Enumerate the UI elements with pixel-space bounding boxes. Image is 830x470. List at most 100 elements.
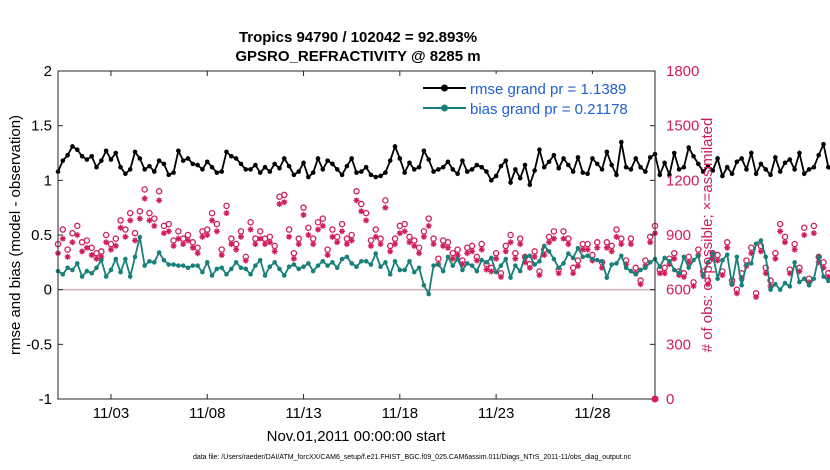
bias-point [638,267,643,273]
assimilated-obs-point [79,248,86,255]
possible-obs-point [781,233,789,241]
assimilated-obs-point [209,217,216,224]
x-tick-label: 11/18 [382,405,418,422]
bias-point [667,258,672,264]
rmse-point [301,160,306,166]
rmse-point [113,150,119,156]
rmse-point [532,168,537,173]
rmse-point [229,153,234,159]
bias-point [797,279,802,285]
bias-point [209,273,215,278]
y-left-tick-label: 1 [44,172,52,189]
possible-obs-point [723,239,731,246]
bias-point [60,272,66,277]
rmse-point [291,172,297,178]
possible-obs-point [353,188,360,195]
assimilated-obs-point [165,228,172,235]
rmse-point [185,156,191,161]
rmse-point [753,171,759,177]
assimilated-obs-point [310,241,317,248]
assimilated-obs-point [305,232,312,238]
bias-point [156,250,162,255]
data-file-footnote: data file: /Users/raeder/DAI/ATM_forcXX/… [193,454,632,461]
rmse-point [286,163,292,169]
assimilated-obs-point [599,264,606,271]
assimilated-obs-point [136,215,143,222]
rmse-point [792,167,797,172]
rmse-point [373,174,379,180]
x-tick-label: 11/03 [93,405,129,422]
bias-point [315,263,321,268]
assimilated-obs-point [295,241,302,248]
rmse-point [628,167,634,172]
bias-point [301,264,306,270]
bias-point [517,268,523,274]
bias-point [200,269,205,275]
possible-obs-point [126,209,134,217]
assimilated-obs-point [324,252,331,259]
rmse-point [816,152,821,158]
bias-point [464,261,470,266]
assimilated-obs-point [382,204,389,211]
rmse-point [715,156,720,161]
rmse-point [662,160,667,166]
rmse-point [123,171,128,177]
assimilated-obs-point [584,246,591,253]
bias-point [469,263,475,268]
rmse-point [315,156,321,161]
rmse-point [493,173,499,179]
rmse-point [330,161,335,167]
rmse-point [344,163,350,169]
assimilated-obs-point [377,241,384,248]
rmse-point [407,160,412,166]
assimilated-obs-point [247,226,254,233]
bias-point [363,258,369,264]
bias-point [349,261,354,266]
bias-point [566,251,571,256]
y-right-tick-label: 300 [666,336,691,353]
bias-point [479,257,484,263]
rmse-point [65,152,70,158]
possible-obs-point [136,208,144,215]
rmse-point [224,149,229,155]
possible-obs-point [810,222,818,230]
assimilated-obs-point [671,255,678,262]
rmse-point [200,167,205,172]
assimilated-obs-point [608,248,615,255]
bias-point [190,263,196,268]
rmse-point [517,175,523,181]
rmse-point [214,170,220,175]
rmse-point [392,144,398,149]
bias-point [503,256,509,262]
assimilated-obs-point [574,262,581,269]
assimilated-obs-point [372,233,379,240]
bias-point [541,243,547,249]
legend-bias-label: bias grand pr = 0.21178 [470,101,628,118]
assimilated-obs-point [512,255,519,262]
bias-point [705,260,711,265]
bias-point [498,263,504,268]
rmse-point [739,156,744,161]
bias-point [676,270,682,276]
rmse-point [243,167,249,172]
rmse-point [633,156,639,161]
bias-point [440,268,446,274]
assimilated-obs-point [262,241,269,248]
assimilated-obs-point [127,217,134,224]
possible-obs-point [358,200,365,208]
rmse-point [609,162,614,168]
possible-obs-point [507,231,514,239]
rmse-point [70,144,75,149]
bias-point [816,254,821,260]
bias-point [411,269,417,275]
assimilated-obs-point [801,232,808,238]
bias-point [74,261,80,266]
rmse-point [272,161,277,167]
rmse-point [147,163,152,169]
bias-point [103,274,109,279]
rmse-point [339,172,345,178]
bias-point [171,262,176,267]
bias-point [392,258,398,264]
y-right-tick-label: 0 [666,391,674,408]
possible-obs-point [550,228,558,235]
